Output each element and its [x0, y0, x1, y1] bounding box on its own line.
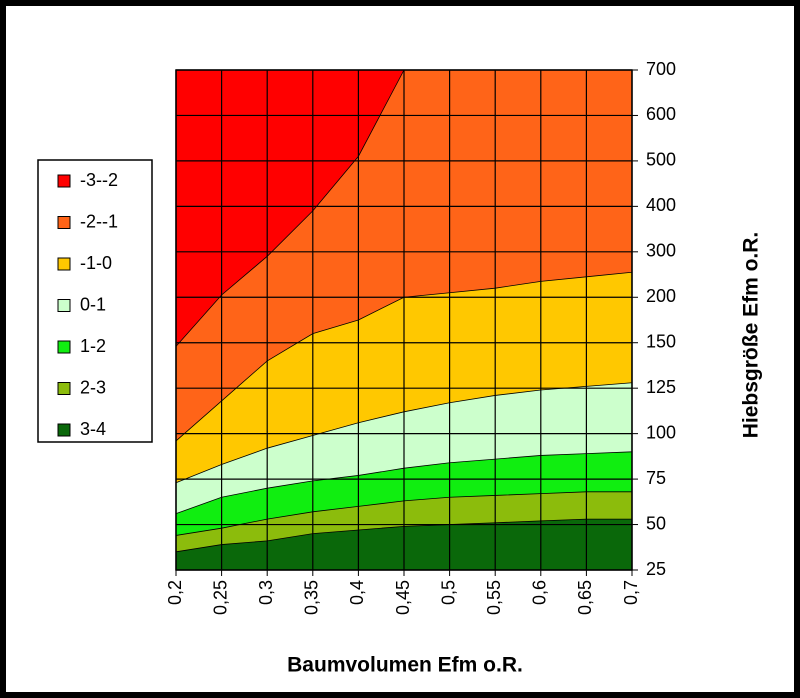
- legend: [37, 159, 153, 443]
- plot-border: [175, 69, 633, 571]
- x-tick-label: 0,5: [438, 580, 458, 605]
- y-tick-label: 125: [646, 377, 676, 397]
- y-tick-label: 600: [646, 104, 676, 124]
- legend-swatch: [57, 382, 71, 395]
- contour-line: [175, 382, 633, 484]
- legend-label: 3-4: [80, 419, 106, 439]
- x-tick-label: 0,2: [165, 580, 185, 605]
- contour-line: [175, 271, 633, 442]
- contour-line: [175, 518, 632, 553]
- legend-label: 1-2: [80, 336, 106, 356]
- y-tick-label: 700: [646, 59, 676, 79]
- x-tick-label: 0,35: [302, 580, 322, 615]
- contour-line: [175, 451, 633, 515]
- y-tick-label: 50: [646, 513, 666, 533]
- y-tick-label: 300: [646, 241, 676, 261]
- x-tick-label: 0,7: [621, 580, 641, 605]
- x-tick-label: 0,65: [575, 580, 595, 615]
- y-tick-label: 75: [646, 468, 666, 488]
- y-tick-label: 25: [646, 559, 666, 579]
- contour-line: [175, 491, 632, 536]
- legend-label: -3--2: [80, 170, 118, 190]
- legend-swatch: [57, 340, 71, 354]
- x-tick-label: 0,45: [393, 580, 413, 615]
- y-tick-label: 150: [646, 331, 676, 351]
- legend-swatch: [57, 216, 71, 229]
- y-axis-title: Hiebsgröße Efm o.R.: [740, 232, 763, 439]
- x-tick-label: 0,25: [210, 580, 230, 615]
- y-tick-label: 100: [646, 422, 676, 442]
- legend-label: 0-1: [80, 294, 106, 314]
- legend-label: -1-0: [80, 253, 112, 273]
- contour-line: [175, 69, 405, 347]
- x-tick-label: 0,55: [484, 580, 504, 615]
- legend-swatch: [57, 299, 71, 312]
- legend-swatch: [57, 174, 71, 188]
- y-tick-label: 200: [646, 286, 676, 306]
- legend-label: 2-3: [80, 377, 106, 397]
- x-tick-label: 0,6: [530, 580, 550, 605]
- legend-swatch: [57, 423, 71, 437]
- y-tick-label: 400: [646, 195, 676, 215]
- y-tick-label: 500: [646, 150, 676, 170]
- x-tick-label: 0,4: [347, 580, 367, 605]
- x-axis-title: Baumvolumen Efm o.R.: [287, 654, 523, 677]
- legend-label: -2--1: [80, 211, 118, 231]
- legend-swatch: [57, 257, 71, 271]
- x-tick-label: 0,3: [256, 580, 276, 605]
- contour-band: [176, 70, 632, 347]
